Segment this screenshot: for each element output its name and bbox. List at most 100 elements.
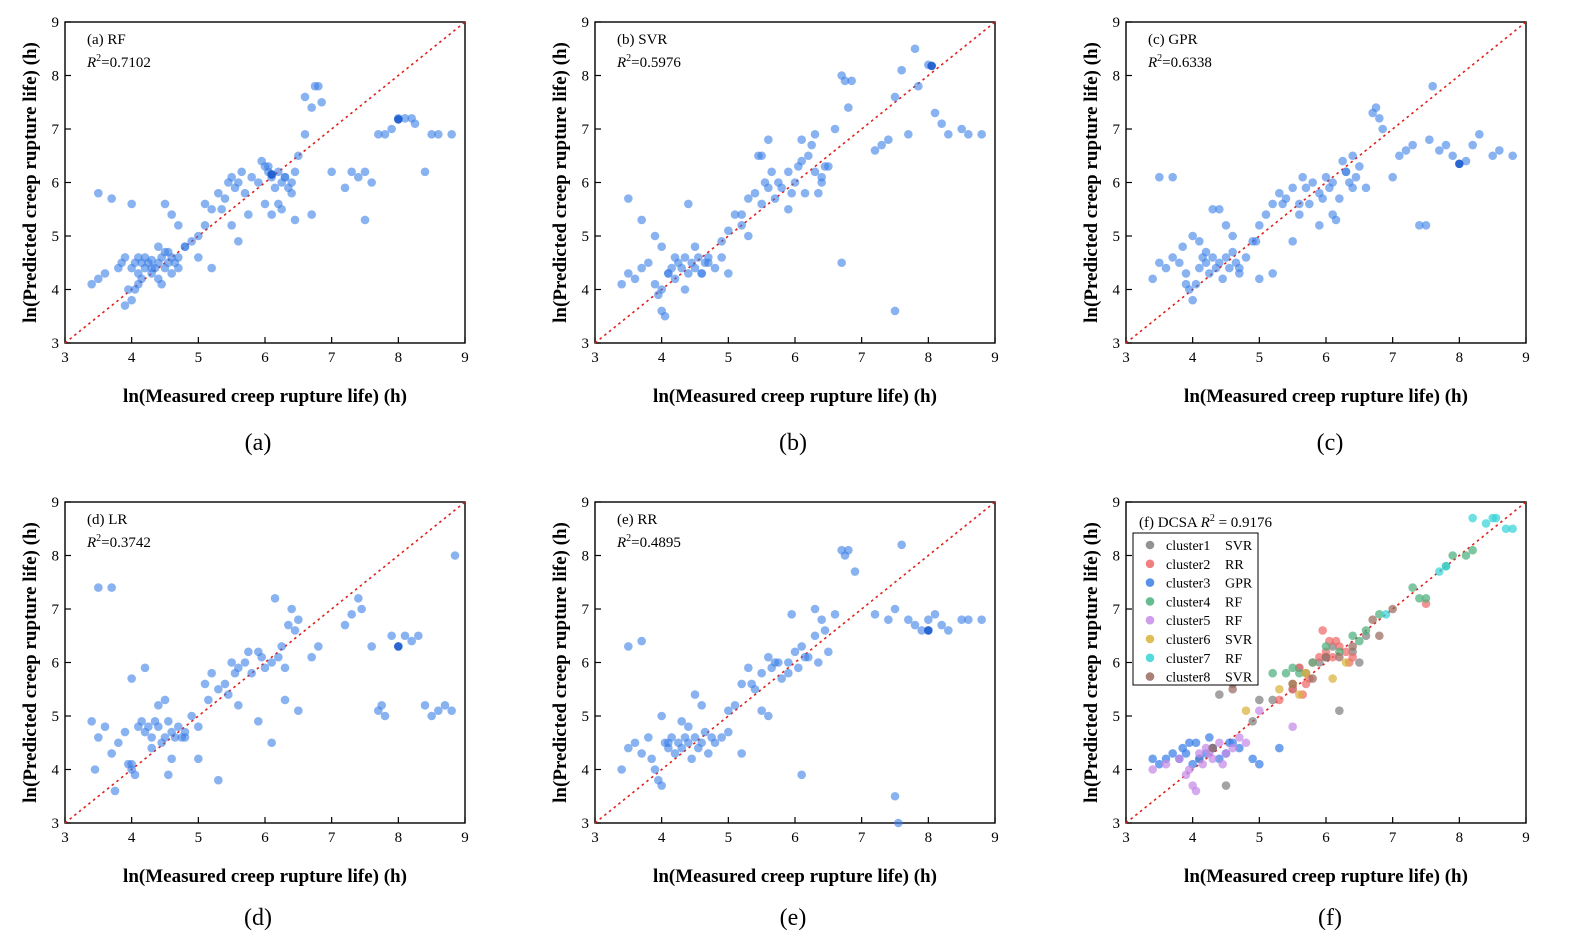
- data-point: [977, 130, 986, 139]
- data-point-cluster7: [1508, 524, 1517, 534]
- data-point: [890, 306, 900, 316]
- y-axis-title: ln(Predicted creep rupture life) (h): [20, 42, 41, 323]
- data-point: [174, 263, 183, 273]
- data-point: [274, 652, 283, 662]
- data-point: [1315, 221, 1324, 230]
- data-point: [630, 274, 640, 284]
- data-point: [277, 204, 286, 214]
- y-tick-label: 8: [52, 549, 60, 565]
- data-point: [127, 295, 136, 305]
- data-point: [644, 258, 653, 268]
- data-point: [757, 668, 766, 678]
- panel-b: 33 4 4 5 5 6 6 7 7 8 8 9 9 (b) SVR R2=0.5976 ln(Measure…: [550, 15, 999, 456]
- r2-symbol: R: [616, 55, 626, 71]
- data-point: [1328, 178, 1337, 187]
- data-point: [830, 124, 840, 134]
- data-point-cluster5: [1235, 733, 1244, 742]
- data-point: [804, 151, 813, 161]
- data-point: [737, 679, 746, 689]
- x-tick-label: 8: [925, 830, 933, 846]
- panel-caption: (f): [1318, 905, 1342, 931]
- data-point: [234, 178, 243, 187]
- data-point: [737, 221, 746, 230]
- data-point: [267, 658, 276, 667]
- data-point: [670, 749, 680, 758]
- data-point: [684, 722, 693, 731]
- panel-label-text: (f) DCSA: [1139, 515, 1201, 531]
- data-point: [684, 199, 693, 209]
- data-point: [624, 642, 633, 651]
- y-tick-label: 3: [1113, 336, 1121, 352]
- data-point: [784, 167, 793, 177]
- data-point: [234, 663, 243, 673]
- data-point: [847, 76, 856, 86]
- data-point: [774, 658, 783, 667]
- data-point: [434, 706, 443, 715]
- data-point: [784, 658, 793, 667]
- data-point: [964, 615, 973, 624]
- panel-label: (e) RR: [617, 512, 657, 528]
- data-point: [757, 706, 766, 715]
- data-point: [694, 253, 703, 262]
- r2-superscript: 2: [1157, 53, 1162, 64]
- data-point: [154, 722, 163, 731]
- x-tick-label: 8: [1456, 350, 1464, 366]
- data-point: [374, 130, 383, 139]
- points: [87, 81, 456, 310]
- x-tick-label: 7: [328, 350, 336, 366]
- data-point-cluster7: [1491, 513, 1501, 523]
- data-point: [110, 786, 120, 796]
- x-tick-label: 8: [395, 830, 403, 846]
- data-point: [774, 178, 783, 187]
- y-tick-label: 8: [582, 549, 590, 565]
- data-point: [1335, 194, 1344, 203]
- panel-label: (c) GPR: [1148, 32, 1198, 48]
- data-point: [207, 668, 216, 678]
- data-point: [290, 167, 300, 177]
- data-point: [280, 663, 290, 673]
- data-point: [127, 674, 136, 683]
- data-point: [904, 615, 913, 624]
- data-point: [764, 183, 773, 193]
- data-point: [207, 263, 216, 273]
- data-point: [214, 775, 223, 785]
- data-point: [1278, 199, 1287, 209]
- r2-annotation: R2=0.4895: [616, 533, 681, 551]
- y-tick-label: 3: [52, 336, 60, 352]
- r2-superscript: 2: [626, 533, 631, 544]
- legend-series-name: cluster1: [1166, 539, 1210, 554]
- data-point: [1308, 178, 1317, 187]
- data-point: [377, 701, 386, 710]
- data-point: [367, 178, 376, 187]
- data-point: [690, 242, 700, 251]
- data-point: [340, 620, 350, 630]
- data-point: [840, 76, 850, 86]
- r2-symbol: R: [86, 55, 96, 71]
- y-tick-label: 7: [52, 602, 60, 618]
- data-point: [784, 668, 793, 678]
- data-point: [274, 167, 283, 177]
- panel-caption: (b): [779, 430, 807, 456]
- data-point: [810, 604, 820, 614]
- legend-marker: [1145, 672, 1155, 681]
- y-tick-label: 5: [582, 709, 590, 725]
- data-point-cluster4: [1421, 594, 1431, 603]
- data-point: [1428, 81, 1437, 91]
- data-point: [677, 263, 686, 273]
- legend-series-name: cluster5: [1166, 614, 1210, 629]
- panel-label: (f) DCSA R2 = 0.9176: [1139, 513, 1273, 531]
- data-point-cluster6: [1328, 674, 1337, 683]
- data-point: [354, 594, 363, 603]
- data-point: [624, 269, 633, 278]
- data-point: [750, 188, 760, 198]
- data-point: [767, 167, 776, 177]
- legend-model-name: RR: [1225, 558, 1244, 573]
- data-point: [137, 717, 146, 726]
- data-point: [277, 642, 286, 651]
- data-point-cluster5: [1221, 749, 1231, 758]
- data-point: [220, 679, 230, 689]
- y-tick-label: 3: [1113, 816, 1121, 832]
- data-point: [260, 199, 270, 209]
- data-point: [1205, 269, 1214, 278]
- data-point: [647, 754, 656, 764]
